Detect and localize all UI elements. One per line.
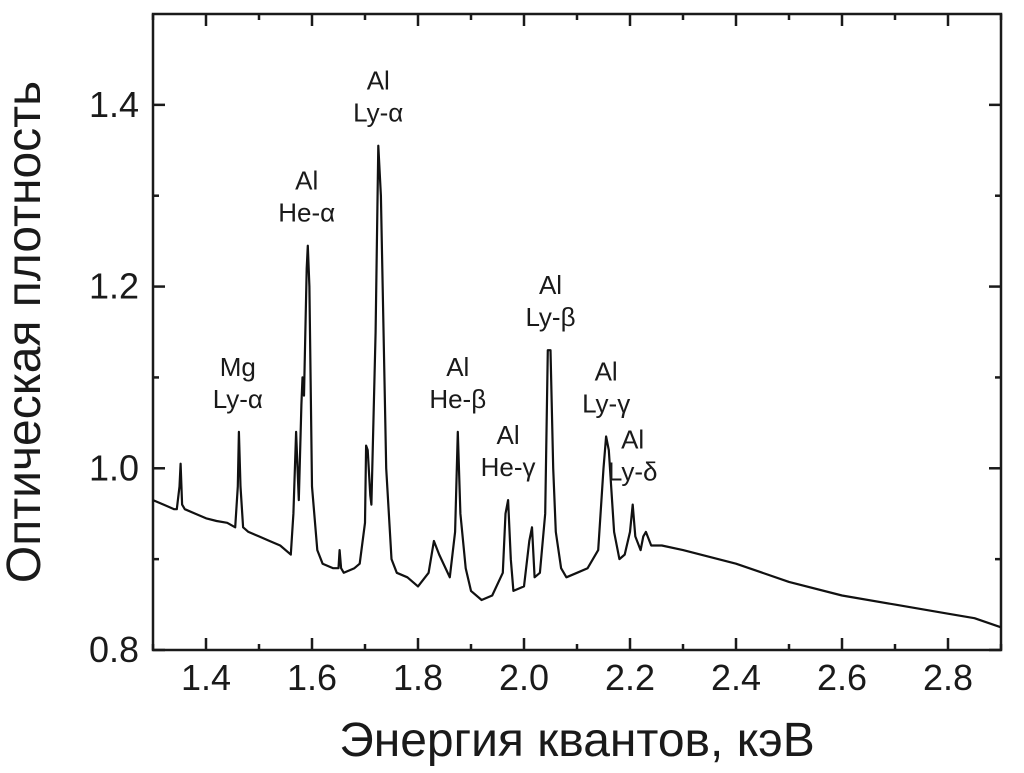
peak-label-al-he-gamma: He-γ	[481, 452, 536, 482]
peak-label-al-he-alpha: He-α	[278, 198, 335, 228]
x-tick-label: 2.6	[817, 657, 867, 698]
y-tick-label: 1.2	[89, 266, 139, 307]
peak-label-al-ly-beta: Ly-β	[525, 302, 575, 332]
x-tick-label: 2.2	[605, 657, 655, 698]
peak-label-al-ly-alpha: Al	[367, 66, 390, 96]
ticks: 1.4 1.6 1.8 2.0 2.2 2.4 2.6 2.8 0.8 1.0 1.2 1.4	[89, 14, 1003, 698]
y-axis-title: Оптическая плотность	[0, 81, 51, 583]
peak-label-al-he-gamma: Al	[497, 420, 520, 450]
spectrum-line	[152, 144, 1002, 629]
peak-label-al-he-alpha: Al	[295, 166, 318, 196]
y-tick-label: 1.4	[89, 84, 139, 125]
peak-label-mg-ly-alpha: Mg	[220, 352, 256, 382]
x-tick-label: 1.8	[393, 657, 443, 698]
series	[152, 144, 1002, 629]
peak-label-al-ly-beta: Al	[539, 270, 562, 300]
y-tick-label: 0.8	[89, 629, 139, 670]
x-tick-label: 1.4	[181, 657, 231, 698]
x-tick-label: 2.8	[923, 657, 973, 698]
peak-label-al-ly-delta: Al	[621, 425, 644, 455]
peak-label-al-he-beta: He-β	[429, 384, 486, 414]
x-axis-title: Энергия квантов, кэВ	[339, 714, 815, 767]
peak-labels: MgLy-αAlHe-αAlLy-αAlHe-βAlHe-γAlLy-βAlLy…	[213, 66, 658, 487]
x-tick-label: 2.0	[499, 657, 549, 698]
y-tick-label: 1.0	[89, 447, 139, 488]
plot-frame	[151, 12, 1003, 652]
peak-label-mg-ly-alpha: Ly-α	[213, 384, 263, 414]
peak-label-al-ly-gamma: Al	[595, 356, 618, 386]
x-tick-label: 2.4	[711, 657, 761, 698]
peak-label-al-ly-delta: Ly-δ	[608, 457, 658, 487]
peak-label-al-he-beta: Al	[446, 352, 469, 382]
peak-label-al-ly-alpha: Ly-α	[353, 98, 403, 128]
axes	[151, 12, 1003, 652]
x-tick-label: 1.6	[287, 657, 337, 698]
peak-label-al-ly-gamma: Ly-γ	[582, 388, 630, 418]
